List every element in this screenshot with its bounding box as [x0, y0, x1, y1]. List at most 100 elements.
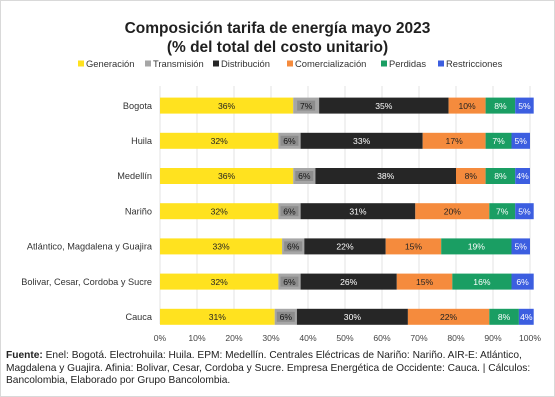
- category-label: Nariño: [125, 206, 152, 216]
- data-label: 20%: [444, 206, 462, 216]
- data-label: 15%: [416, 277, 434, 287]
- data-label: 32%: [211, 136, 229, 146]
- bar-segment: [300, 132, 423, 149]
- bar-segment: [407, 308, 490, 325]
- bar-segment: [160, 97, 294, 114]
- legend-swatch: [381, 60, 387, 67]
- bar-segment: [385, 238, 442, 255]
- data-label: 38%: [377, 171, 395, 181]
- data-label: 6%: [287, 242, 300, 252]
- data-label-bg: [284, 241, 303, 252]
- bar-segment: [160, 308, 275, 325]
- bar-segment: [300, 273, 397, 290]
- x-tick-label: 80%: [447, 333, 465, 343]
- bar-row: 32% 6% 26% 15% 16% 6%: [160, 273, 534, 290]
- data-label: 5%: [518, 206, 531, 216]
- x-tick-label: 0%: [154, 333, 167, 343]
- source-label: Fuente:: [6, 350, 43, 361]
- data-label: 7%: [300, 101, 313, 111]
- data-label: 30%: [344, 312, 362, 322]
- bar-segment: [315, 168, 456, 184]
- x-tick-label: 50%: [336, 333, 354, 343]
- legend-swatch: [145, 60, 151, 67]
- data-label-bg: [276, 311, 295, 322]
- category-label: Bolivar, Cesar, Cordoba y Sucre: [21, 277, 152, 287]
- bar-segment: [448, 97, 486, 114]
- bar-segment: [485, 97, 516, 114]
- bar-segment: [515, 203, 534, 220]
- bar-segment: [489, 308, 519, 325]
- bar-segment: [160, 273, 279, 290]
- data-label-bg: [280, 135, 299, 146]
- bar-row: 33% 6% 22% 15% 19% 5%: [160, 238, 530, 255]
- bar-segment: [518, 308, 534, 325]
- bar-segment: [485, 132, 512, 149]
- data-label: 4%: [520, 312, 533, 322]
- source-note: Fuente: Enel: Bogotá. Electrohuila: Huil…: [6, 350, 551, 388]
- category-label: Atlántico, Magdalena y Guajira: [27, 242, 153, 252]
- data-label-bg: [297, 100, 316, 111]
- legend-item: Restricciones: [438, 58, 503, 69]
- legend-item: Transmisión: [145, 58, 204, 69]
- legend-item: Distribución: [213, 58, 270, 69]
- data-label: 8%: [494, 101, 507, 111]
- bars: 36% 7% 35% 10% 8% 5% 32% 6% 33% 17% 7% 5% 36% 6% 38% 8%…: [160, 97, 534, 325]
- category-label: Medellín: [117, 171, 152, 181]
- data-label: 6%: [516, 277, 529, 287]
- x-tick-label: 100%: [519, 333, 541, 343]
- chart-title: Composición tarifa de energía mayo 2023: [124, 20, 431, 37]
- data-label: 22%: [336, 242, 354, 252]
- legend-item: Generación: [78, 58, 134, 69]
- data-label: 6%: [283, 277, 296, 287]
- legend-item: Comercialización: [287, 58, 366, 69]
- data-label: 7%: [496, 206, 509, 216]
- bar-segment: [515, 97, 534, 114]
- bar-segment: [319, 97, 449, 114]
- bar-segment: [511, 238, 530, 255]
- legend-label: Restricciones: [446, 58, 503, 69]
- data-label: 6%: [283, 136, 296, 146]
- bar-segment: [396, 273, 453, 290]
- x-tick-label: 60%: [373, 333, 391, 343]
- category-label: Huila: [131, 136, 153, 146]
- legend-label: Transmisión: [153, 58, 204, 69]
- bar-segment: [511, 132, 530, 149]
- data-label: 5%: [518, 101, 531, 111]
- legend-label: Perdidas: [389, 58, 426, 69]
- chart-subtitle: (% del total del costo unitario): [166, 39, 389, 56]
- data-label: 8%: [494, 171, 507, 181]
- data-label: 8%: [498, 312, 511, 322]
- data-label: 6%: [280, 312, 293, 322]
- legend-swatch: [213, 60, 219, 67]
- data-label: 6%: [298, 171, 311, 181]
- bar-segment: [300, 203, 416, 220]
- data-label: 31%: [209, 312, 227, 322]
- data-label: 33%: [212, 242, 230, 252]
- data-label: 35%: [375, 101, 393, 111]
- data-label-bg: [280, 276, 299, 287]
- bar-segment: [160, 168, 294, 184]
- data-label: 32%: [211, 206, 229, 216]
- data-label: 6%: [283, 206, 296, 216]
- data-label: 32%: [211, 277, 229, 287]
- bar-segment: [489, 203, 516, 220]
- x-tick-label: 10%: [188, 333, 206, 343]
- data-label: 17%: [446, 136, 464, 146]
- category-labels: Bogota Huila Medellín Nariño Atlántico, Magd…: [21, 101, 153, 322]
- bar-segment: [456, 168, 486, 184]
- x-tick-label: 70%: [410, 333, 428, 343]
- data-label: 36%: [218, 171, 236, 181]
- bar-segment: [422, 132, 486, 149]
- data-label-bg: [295, 171, 314, 181]
- x-tick-label: 30%: [262, 333, 280, 343]
- bar-row: 31% 6% 30% 22% 8% 4%: [160, 308, 534, 325]
- x-tick-label: 20%: [225, 333, 243, 343]
- data-label: 16%: [473, 277, 491, 287]
- x-tick-label: 40%: [299, 333, 317, 343]
- x-tick-label: 90%: [484, 333, 502, 343]
- data-label: 22%: [440, 312, 458, 322]
- data-label: 4%: [516, 171, 529, 181]
- bar-row: 32% 6% 31% 20% 7% 5%: [160, 203, 534, 220]
- bar-segment: [296, 308, 408, 325]
